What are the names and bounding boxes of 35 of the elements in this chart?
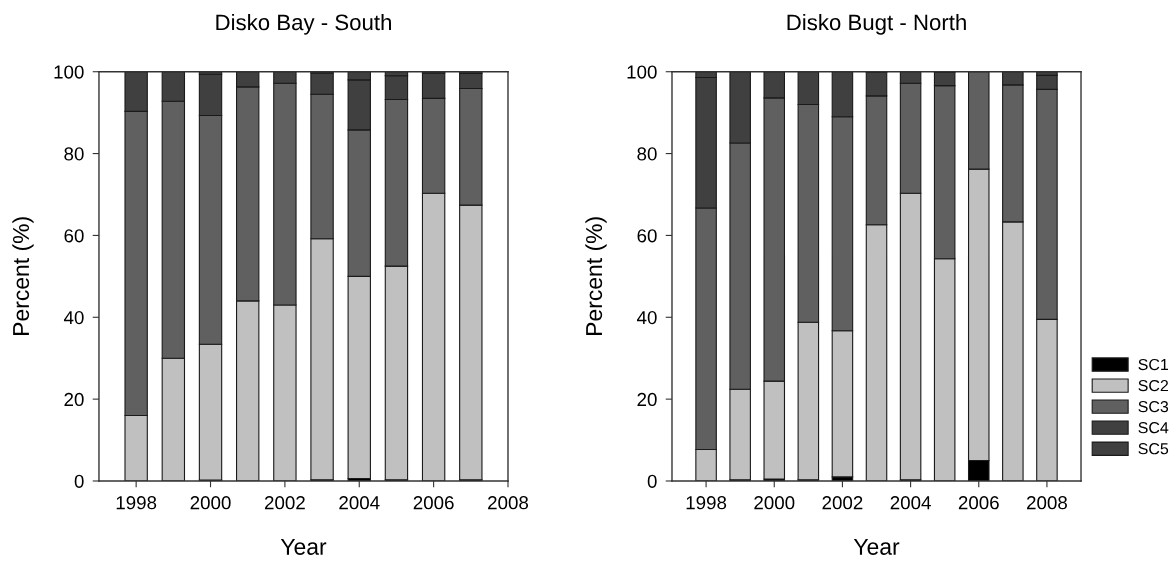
x-tick-label: 2000 — [190, 496, 231, 510]
y-tick-label: 40 — [63, 310, 84, 325]
y-tick-label: 60 — [637, 229, 657, 243]
x-axis-title: Year — [853, 538, 900, 555]
x-tick-label: 2000 — [754, 496, 795, 510]
legend-label: SC4 — [1138, 422, 1169, 434]
x-tick-label: 2008 — [488, 496, 529, 510]
x-tick-label: 2008 — [1027, 496, 1067, 510]
x-tick-label: 2006 — [958, 496, 999, 510]
x-axis-title: Year — [280, 538, 327, 555]
x-tick-label: 1998 — [686, 496, 727, 510]
chart-title: Disko Bay - South — [216, 13, 391, 35]
x-tick-label: 2004 — [890, 496, 931, 510]
legend-label: SC1 — [1138, 358, 1169, 371]
y-axis-title: Percent (%) — [585, 217, 607, 335]
y-tick-label: 0 — [647, 474, 657, 488]
y-tick-label: 20 — [637, 392, 657, 407]
legend-label: SC5 — [1138, 443, 1169, 455]
x-tick-label: 2002 — [264, 496, 305, 510]
y-tick-label: 60 — [64, 229, 84, 243]
x-tick-label: 2004 — [339, 496, 380, 510]
legend-label: SC2 — [1138, 379, 1168, 392]
y-tick-label: 100 — [54, 65, 84, 79]
y-tick-label: 40 — [636, 310, 657, 325]
y-tick-label: 0 — [74, 474, 84, 488]
x-tick-label: 2002 — [822, 496, 863, 510]
legend-label: SC3 — [1138, 400, 1169, 413]
chart-title: Disko Bugt - North — [787, 13, 966, 35]
x-tick-label: 2006 — [413, 496, 454, 510]
y-axis-title: Percent (%) — [12, 217, 34, 335]
y-tick-label: 100 — [627, 65, 657, 79]
y-tick-label: 80 — [637, 147, 657, 161]
x-tick-label: 1998 — [116, 496, 157, 510]
y-tick-label: 80 — [64, 147, 84, 161]
y-tick-label: 20 — [64, 392, 84, 407]
